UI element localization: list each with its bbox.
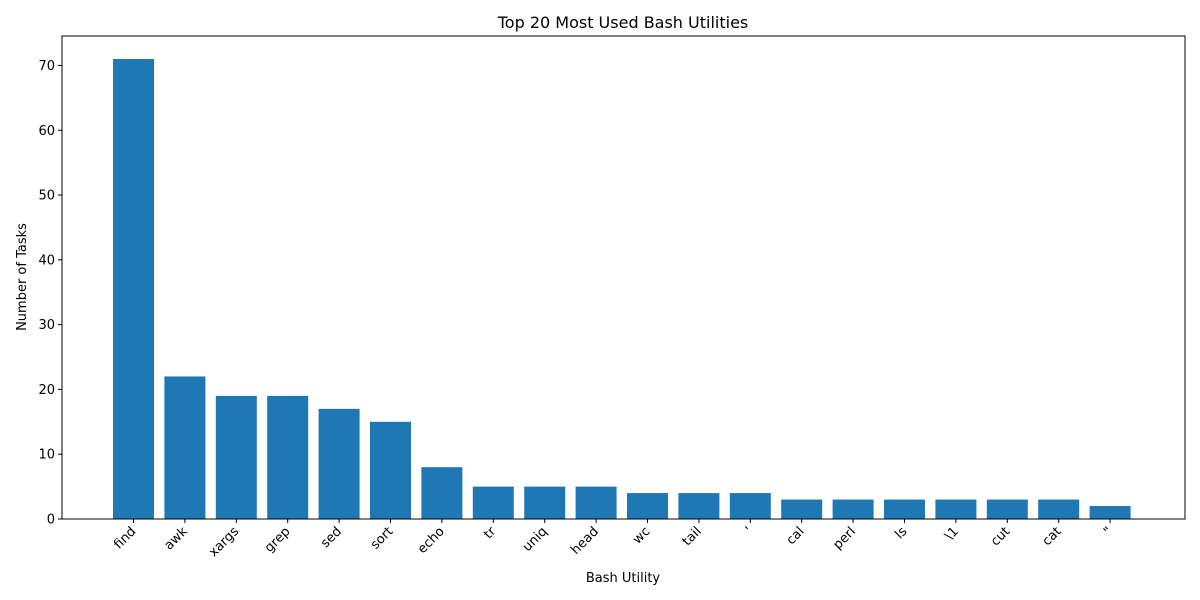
bar-0 [113, 59, 154, 519]
x-axis: find awk xargs grep sed sort echo tr uniq head wc t… [111, 519, 1116, 560]
x-tick-label-2: xargs [206, 524, 242, 560]
y-tick-label-6: 60 [38, 124, 55, 139]
x-tick-label-15: ls [892, 524, 910, 542]
x-tick-label-18: cat [1040, 524, 1065, 549]
x-tick-label-4: sed [318, 524, 345, 551]
x-tick-label-0: find [111, 524, 139, 552]
y-tick-label-2: 20 [38, 383, 55, 398]
bar-11 [678, 493, 720, 519]
y-tick-label-7: 70 [38, 59, 55, 74]
y-tick-label-5: 50 [38, 189, 55, 204]
bar-3 [267, 395, 309, 519]
y-tick-label-3: 30 [38, 318, 55, 333]
bar-10 [627, 493, 668, 519]
x-tick-label-10: wc [630, 524, 653, 547]
y-tick-label-4: 40 [38, 253, 55, 268]
bar-8 [524, 486, 566, 519]
x-tick-label-9: head [568, 524, 602, 558]
bar-18 [1038, 499, 1080, 519]
x-tick-label-16: \1 [942, 524, 962, 544]
bar-19 [1089, 506, 1131, 519]
x-tick-label-17: cut [988, 524, 1013, 549]
y-tick-label-1: 10 [38, 448, 55, 463]
x-tick-label-1: awk [162, 524, 191, 553]
chart-title: Top 20 Most Used Bash Utilities [497, 13, 749, 32]
bar-14 [832, 499, 874, 519]
bar-9 [575, 486, 617, 519]
x-tick-label-5: sort [368, 524, 396, 552]
x-tick-label-14: perl [830, 524, 858, 552]
x-tick-label-7: tr [481, 524, 499, 542]
bar-12 [729, 493, 771, 519]
bar-7 [472, 486, 514, 519]
bar-15 [884, 499, 925, 519]
x-tick-label-8: uniq [520, 524, 551, 555]
bars-group [113, 59, 1131, 519]
bar-1 [164, 376, 206, 519]
bar-4 [318, 408, 360, 519]
bar-17 [986, 499, 1028, 519]
x-tick-label-6: echo [415, 524, 448, 557]
bar-5 [370, 421, 411, 519]
x-tick-label-12: ' [743, 524, 756, 537]
plot-frame [61, 35, 1186, 520]
y-axis: 0 10 20 30 40 50 60 70 [38, 59, 62, 528]
x-axis-label: Bash Utility [586, 571, 661, 586]
bar-6 [421, 467, 463, 519]
bar-16 [935, 499, 977, 519]
bar-13 [781, 499, 823, 519]
x-tick-label-13: cal [784, 524, 808, 548]
x-tick-label-3: grep [262, 524, 294, 556]
x-tick-label-19: " [1101, 524, 1116, 539]
bar-2 [215, 395, 257, 519]
y-tick-label-0: 0 [47, 513, 55, 528]
y-axis-label: Number of Tasks [15, 223, 30, 331]
x-tick-label-11: tail [680, 524, 705, 549]
